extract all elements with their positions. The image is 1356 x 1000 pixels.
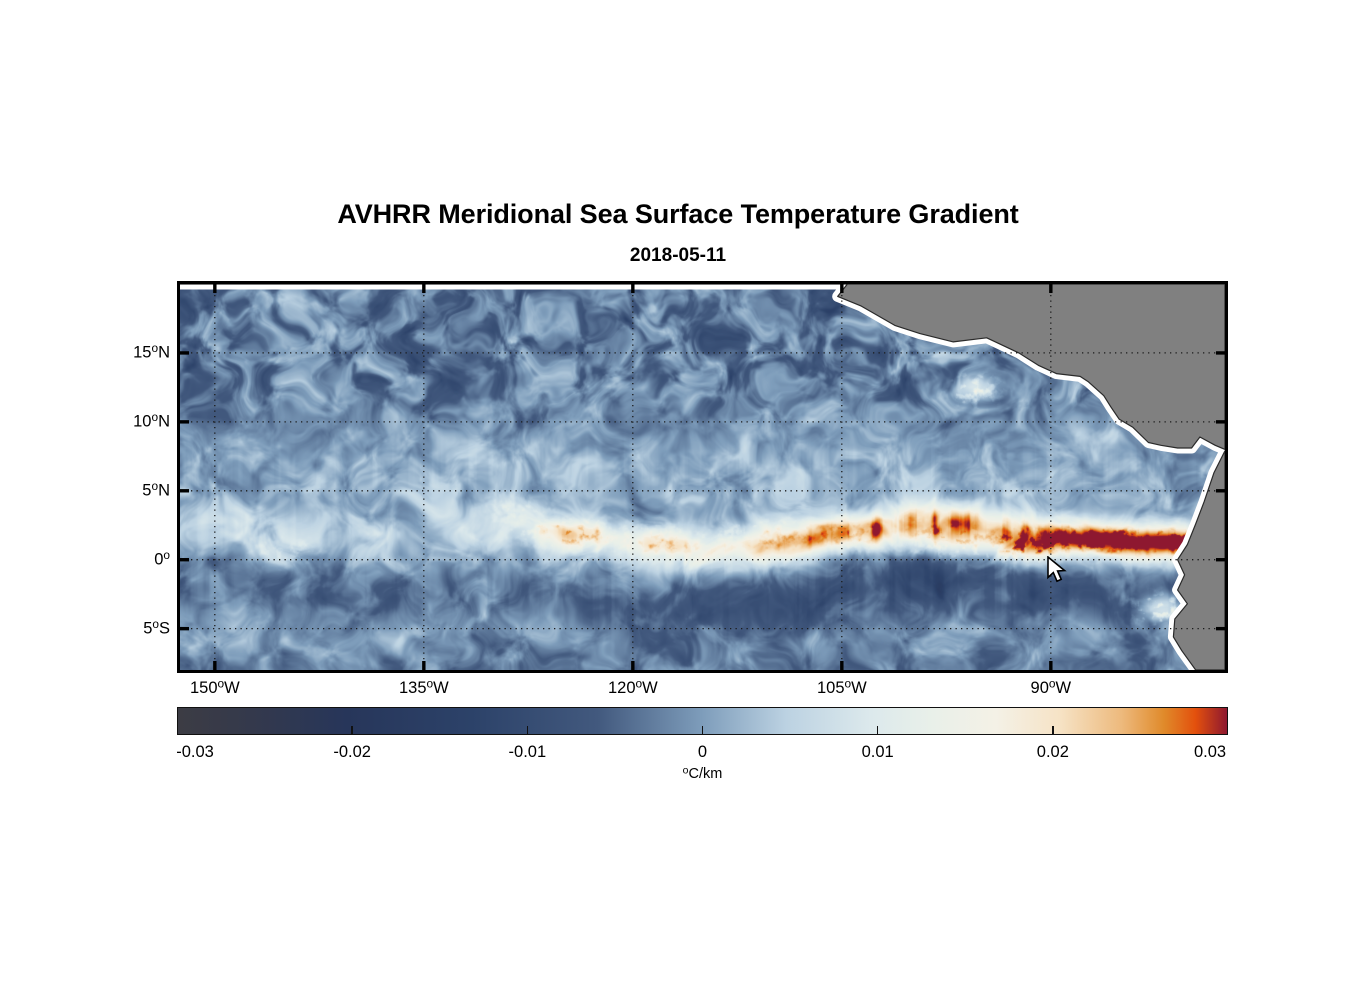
y-tick-label-10: 10oN <box>133 410 170 431</box>
map-axes[interactable] <box>177 281 1228 673</box>
colorbar-tickmark-5 <box>1052 726 1054 735</box>
x-tick-label-90: 90oW <box>1030 676 1072 697</box>
x-tick-label-135: 135oW <box>398 676 449 697</box>
y-tick-label-15: 15oN <box>133 341 170 362</box>
colorbar-label-2: -0.01 <box>508 743 547 761</box>
colorbar-label-6: 0.03 <box>1193 743 1227 761</box>
x-tick-label-120: 120oW <box>607 676 658 697</box>
landmass-central-america <box>180 284 1225 450</box>
colorbar-tickmark-3 <box>701 726 704 735</box>
colorbar-tickmark-2 <box>526 726 529 735</box>
colorbar-tickmark-4 <box>876 726 879 735</box>
figure-title: AVHRR Meridional Sea Surface Temperature… <box>337 199 1019 229</box>
colorbar-label-3: 0 <box>697 743 708 761</box>
colorbar-tickmark-1 <box>351 726 353 735</box>
colorbar-group: -0.03 -0.02 -0.01 0 0.01 0.02 0.03 oC/km <box>176 707 1228 782</box>
colorbar-unit-label: oC/km <box>682 765 723 782</box>
landmass-south-america <box>1172 450 1225 670</box>
x-tick-label-105: 105oW <box>816 676 867 697</box>
x-tick-label-150: 150oW <box>189 676 240 697</box>
title-block: AVHRR Meridional Sea Surface Temperature… <box>0 200 1356 267</box>
figure-subtitle: 2018-05-11 <box>629 245 727 267</box>
y-tick-label-5: 5oN <box>142 478 170 500</box>
colorbar-label-0: -0.03 <box>176 743 214 761</box>
y-tick-label-0: 0o <box>154 547 170 569</box>
colorbar-label-1: -0.02 <box>333 743 371 761</box>
colorbar-label-5: 0.02 <box>1036 743 1069 761</box>
y-tick-label--5: 5oS <box>143 616 170 638</box>
map-overlay <box>180 284 1225 670</box>
colorbar-label-4: 0.01 <box>861 743 894 761</box>
